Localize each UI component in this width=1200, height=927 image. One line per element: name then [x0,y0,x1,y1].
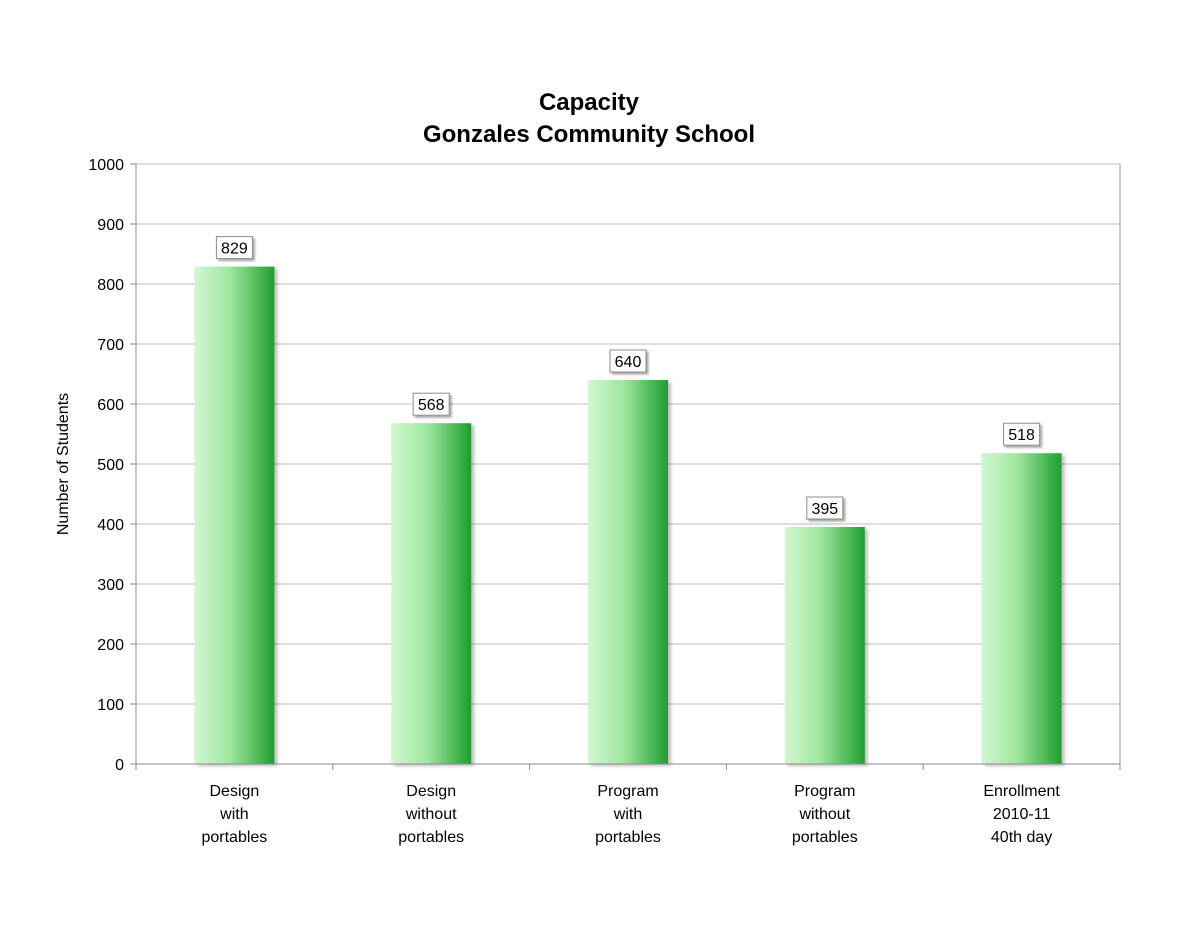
bar [784,527,865,764]
x-category-label: Design without portables [398,783,464,846]
x-category-label-line: Design [209,783,259,800]
y-tick-label: 200 [97,637,124,654]
chart-title-line-1: Capacity [539,89,640,116]
x-category-label: Enrollment 2010-11 40th day [983,783,1060,846]
x-category-label-line: Program [597,783,658,800]
y-tick-label: 500 [97,457,124,474]
data-label: 395 [806,496,844,520]
x-category-label-line: portables [595,829,661,846]
x-category-label-line: Program [794,783,855,800]
x-category-label-line: without [798,806,850,823]
x-category-label-line: with [219,806,248,823]
data-label-box [609,349,647,373]
chart-title-line-2: Gonzales Community School [423,121,755,148]
data-label: 829 [215,236,253,260]
x-category-label-line: with [613,806,642,823]
x-category-label-line: without [405,806,457,823]
x-category-label-line: portables [398,829,464,846]
data-label-text: 829 [221,241,248,258]
y-tick-label: 400 [97,517,124,534]
bars [194,266,1062,764]
y-tick-label: 600 [97,397,124,414]
y-tick-label: 900 [97,217,124,234]
data-label-text: 640 [615,354,642,371]
chart-title: Capacity Gonzales Community School [423,89,755,148]
data-label-box [215,236,253,260]
bar [391,423,472,764]
x-category-label: Design with portables [201,783,267,846]
y-tick-label: 800 [97,277,124,294]
data-label-text: 518 [1008,427,1035,444]
x-category-label-line: Design [406,783,456,800]
data-label-text: 395 [811,501,838,518]
y-axis-label: Number of Students [55,393,72,535]
data-label-box [1003,422,1041,446]
x-category-label-line: 40th day [991,829,1052,846]
y-tick-label: 700 [97,337,124,354]
data-label: 640 [609,349,647,373]
data-labels: 829 568 640 395 518 [215,236,1041,520]
x-category-label: Program with portables [595,783,661,846]
gridlines [136,163,1120,705]
y-tick-label: 300 [97,577,124,594]
y-axis-ticks: 0 100 200 300 400 500 600 700 800 900 1000 [88,157,136,774]
y-tick-label: 100 [97,697,124,714]
x-category-label: Program without portables [792,783,858,846]
y-tick-label: 1000 [88,157,124,174]
data-label-box [412,392,450,416]
bar [194,266,275,764]
x-category-label-line: portables [201,829,267,846]
x-category-label-line: Enrollment [983,783,1060,800]
x-category-label-line: 2010-11 [993,806,1051,823]
bar [981,453,1062,764]
x-category-label-line: portables [792,829,858,846]
x-axis-categories: Design with portables Design without portable… [201,783,1060,846]
data-label-text: 568 [418,397,445,414]
data-label-box [806,496,844,520]
y-tick-label: 0 [115,757,124,774]
data-label: 518 [1003,422,1041,446]
data-label: 568 [412,392,450,416]
bar [588,380,668,764]
